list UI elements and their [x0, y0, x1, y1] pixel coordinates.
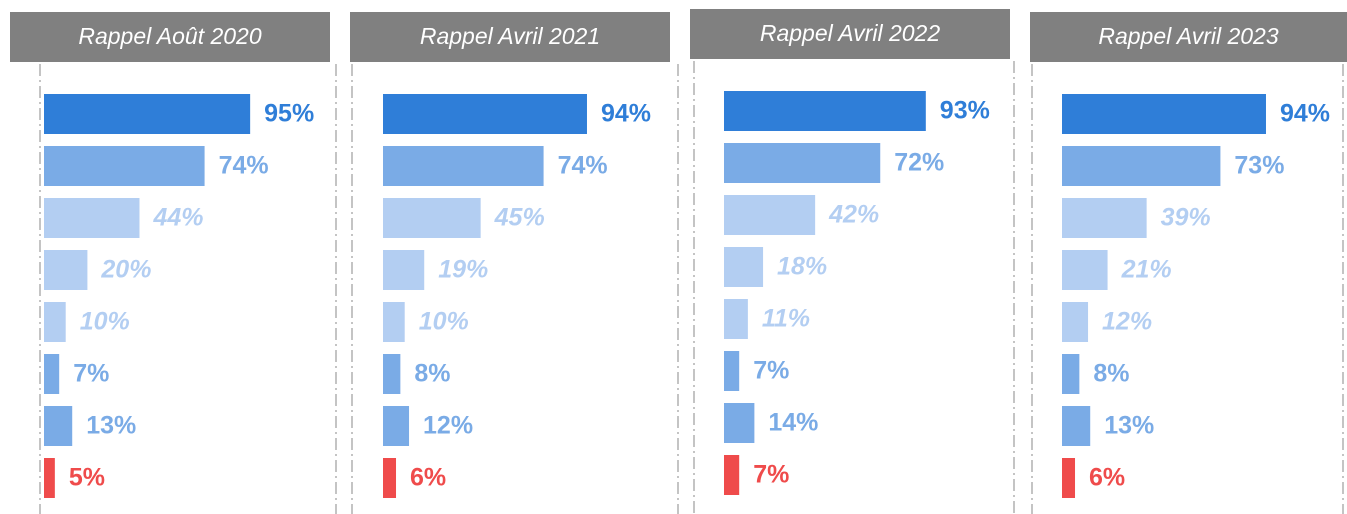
- panel-header: [350, 12, 670, 62]
- value-label: 74%: [219, 152, 269, 180]
- bar: [44, 146, 205, 186]
- value-label: 73%: [1234, 152, 1284, 180]
- panel-title: Rappel Août 2020: [78, 23, 262, 49]
- value-label: 93%: [940, 97, 990, 125]
- bar: [1062, 250, 1108, 290]
- bar: [1062, 198, 1147, 238]
- bar: [724, 403, 755, 443]
- bar: [1062, 302, 1089, 342]
- bar: [383, 406, 410, 446]
- value-label: 5%: [69, 464, 105, 492]
- bar: [724, 351, 740, 391]
- value-label: 18%: [777, 253, 827, 281]
- bar: [383, 146, 544, 186]
- value-label: 12%: [423, 412, 473, 440]
- value-label: 7%: [753, 461, 789, 489]
- value-label: 10%: [419, 308, 469, 336]
- value-label: 95%: [264, 100, 314, 128]
- value-label: 8%: [1093, 360, 1129, 388]
- panel-title: Rappel Avril 2021: [420, 23, 600, 49]
- bar: [1062, 354, 1080, 394]
- bar: [724, 299, 748, 339]
- bar: [44, 302, 66, 342]
- value-label: 7%: [73, 360, 109, 388]
- bar: [1062, 146, 1221, 186]
- value-label: 94%: [601, 100, 651, 128]
- value-label: 39%: [1161, 204, 1211, 232]
- panel-header: [690, 9, 1010, 59]
- value-label: 21%: [1121, 256, 1172, 284]
- bar: [44, 250, 88, 290]
- bar: [383, 302, 405, 342]
- value-label: 20%: [100, 256, 151, 284]
- bar: [1062, 406, 1091, 446]
- value-label: 44%: [152, 204, 203, 232]
- bar: [383, 94, 587, 134]
- value-label: 13%: [86, 412, 136, 440]
- panel-header: [10, 12, 330, 62]
- value-label: 8%: [414, 360, 450, 388]
- bar: [383, 198, 481, 238]
- panel-title: Rappel Avril 2023: [1098, 23, 1278, 49]
- value-label: 19%: [438, 256, 488, 284]
- bar: [44, 406, 73, 446]
- bar: [724, 247, 764, 287]
- value-label: 94%: [1280, 100, 1330, 128]
- bar: [383, 458, 397, 498]
- value-label: 45%: [494, 204, 545, 232]
- value-label: 42%: [828, 201, 879, 229]
- value-label: 6%: [410, 464, 446, 492]
- bar: [383, 250, 425, 290]
- value-label: 14%: [768, 409, 818, 437]
- value-label: 74%: [558, 152, 608, 180]
- value-label: 11%: [762, 305, 810, 333]
- bar: [1062, 458, 1076, 498]
- panel-title: Rappel Avril 2022: [760, 20, 940, 46]
- bar: [724, 91, 926, 131]
- panel-header: [1030, 12, 1347, 62]
- bar: [724, 455, 740, 495]
- bar: [1062, 94, 1266, 134]
- value-label: 12%: [1102, 308, 1152, 336]
- bar: [44, 458, 55, 498]
- value-label: 72%: [894, 149, 944, 177]
- bar: [724, 143, 881, 183]
- value-label: 7%: [753, 357, 789, 385]
- bar: [724, 195, 816, 235]
- bar: [44, 354, 60, 394]
- value-label: 13%: [1104, 412, 1154, 440]
- value-label: 6%: [1089, 464, 1125, 492]
- bar: [44, 94, 251, 134]
- bar: [44, 198, 140, 238]
- bar: [383, 354, 401, 394]
- value-label: 10%: [80, 308, 130, 336]
